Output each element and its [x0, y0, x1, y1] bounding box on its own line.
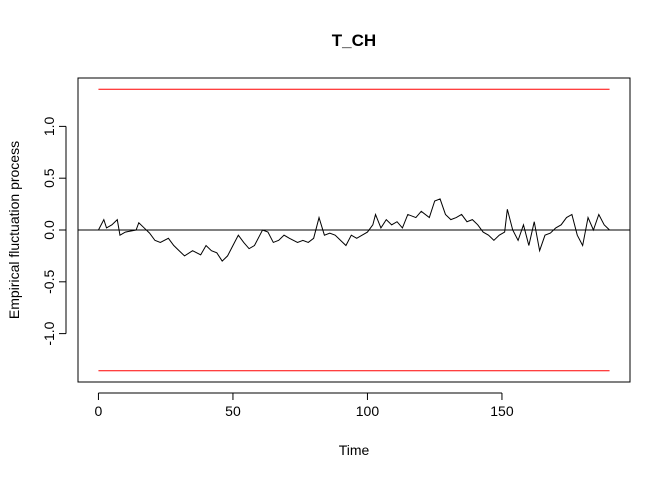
- y-tick-label: 1.0: [41, 116, 57, 136]
- x-tick-label: 0: [95, 403, 103, 419]
- y-tick-label: 0.0: [41, 220, 57, 240]
- y-tick-label: -1.0: [41, 321, 57, 345]
- y-tick-label: 0.5: [41, 168, 57, 188]
- x-tick-label: 100: [356, 403, 380, 419]
- chart-title: T_CH: [332, 31, 376, 50]
- x-tick-label: 50: [225, 403, 241, 419]
- data-line: [98, 198, 610, 262]
- x-tick-label: 150: [490, 403, 514, 419]
- y-tick-label: -0.5: [41, 270, 57, 294]
- x-axis-label: Time: [339, 442, 370, 458]
- y-axis-label: Empirical fluctuation process: [6, 141, 22, 319]
